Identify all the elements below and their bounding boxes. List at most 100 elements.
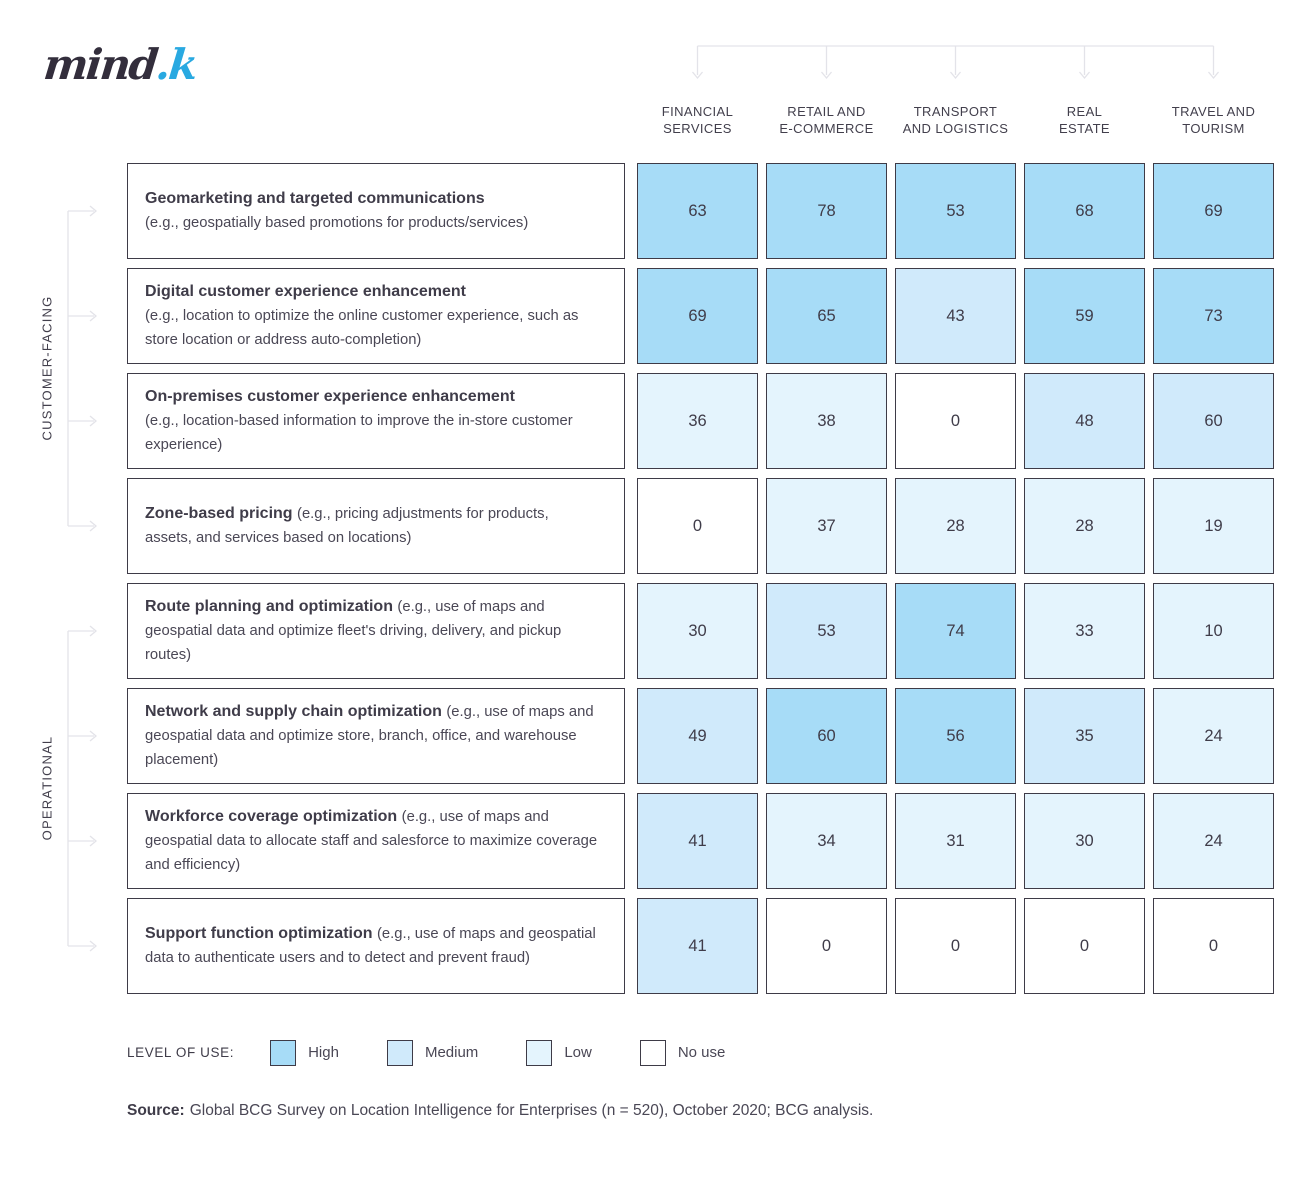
row-title: On-premises customer experience enhancem… [145,388,515,405]
row-label: Route planning and optimization (e.g., u… [127,583,625,679]
heatmap-cell: 37 [766,478,887,574]
column-header: RETAIL AND E-COMMERCE [779,104,874,136]
legend-swatch [639,1039,666,1066]
row-title: Digital customer experience enhancement [145,283,466,300]
table-row: Support function optimization (e.g., use… [127,898,1274,994]
heatmap-cell: 43 [895,268,1016,364]
logo-mind: mind [41,40,159,89]
heatmap-cell: 56 [895,688,1016,784]
mindk-logo: mind.k [41,40,198,89]
legend-item-label: High [308,1044,339,1061]
heatmap-cell: 10 [1153,583,1274,679]
row-label: Support function optimization (e.g., use… [127,898,625,994]
source-text: Global BCG Survey on Location Intelligen… [189,1102,874,1119]
table-row: Network and supply chain optimization (e… [127,688,1274,784]
heatmap-cell: 30 [1024,793,1145,889]
column-headers: FINANCIAL SERVICES RETAIL AND E-COMMERCE TRA… [637,103,1274,137]
row-label: Network and supply chain optimization (e… [127,688,625,784]
row-title: Support function optimization [145,925,377,942]
row-label: On-premises customer experience enhancem… [127,373,625,469]
source-prefix: Source: [127,1102,185,1119]
heatmap-cell: 0 [895,898,1016,994]
row-description: (e.g., pricing adjustments for products,… [145,506,549,546]
legend-title: LEVEL OF USE: [127,1045,235,1060]
row-description: (e.g., use of maps and geospatial data a… [145,599,562,663]
heatmap-cell: 73 [1153,268,1274,364]
heatmap-cell: 31 [895,793,1016,889]
table-row: On-premises customer experience enhancem… [127,373,1274,469]
heatmap-cell: 33 [1024,583,1145,679]
heatmap-cell: 65 [766,268,887,364]
table-row: Workforce coverage optimization (e.g., u… [127,793,1274,889]
table-row: Digital customer experience enhancement (… [127,268,1274,364]
heatmap-cell: 0 [637,478,758,574]
heatmap-cell: 0 [1153,898,1274,994]
row-title: Network and supply chain optimization [145,703,447,720]
legend-item: Low [526,1039,592,1066]
heatmap-cell: 59 [1024,268,1145,364]
logo-k: .k [153,40,199,89]
heatmap-cell: 34 [766,793,887,889]
legend-item: Medium [386,1039,479,1066]
heatmap-cell: 24 [1153,793,1274,889]
heatmap-cell: 36 [637,373,758,469]
legend: LEVEL OF USE: High Medium Low No use [127,1039,773,1066]
row-description: (e.g., use of maps and geospatial data t… [145,809,598,873]
row-title: Route planning and optimization [145,598,398,615]
heatmap-cell: 48 [1024,373,1145,469]
column-header: FINANCIAL SERVICES [661,104,734,136]
heatmap-cell: 60 [766,688,887,784]
heatmap-cell: 74 [895,583,1016,679]
heatmap-cell: 28 [895,478,1016,574]
row-label: Workforce coverage optimization (e.g., u… [127,793,625,889]
heatmap-cell: 30 [637,583,758,679]
heatmap-cell: 49 [637,688,758,784]
heatmap-cell: 28 [1024,478,1145,574]
heatmap-cell: 19 [1153,478,1274,574]
heatmap-cell: 0 [895,373,1016,469]
row-description: (e.g., use of maps and geospatial data t… [145,926,596,966]
row-description: (e.g., use of maps and geospatial data a… [145,704,594,768]
table-row: Route planning and optimization (e.g., u… [127,583,1274,679]
table-row: Geomarketing and targeted communications… [127,163,1274,259]
legend-item: No use [639,1039,726,1066]
legend-swatch [386,1039,413,1066]
legend-item-label: No use [677,1044,726,1061]
heatmap-cell: 60 [1153,373,1274,469]
source-note: Source: Global BCG Survey on Location Int… [127,1102,873,1120]
heatmap-cell: 0 [1024,898,1145,994]
table-row: Zone-based pricing (e.g., pricing adjust… [127,478,1274,574]
legend-swatch [270,1039,297,1066]
heatmap-cell: 38 [766,373,887,469]
row-title: Workforce coverage optimization [145,808,402,825]
row-group-label-customer-facing: CUSTOMER-FACING [39,295,55,441]
row-label: Geomarketing and targeted communications… [127,163,625,259]
row-description: (e.g., location to optimize the online c… [145,308,579,348]
row-label: Zone-based pricing (e.g., pricing adjust… [127,478,625,574]
row-group-label-operational: OPERATIONAL [39,735,55,841]
heatmap-cell: 35 [1024,688,1145,784]
heatmap-cell: 24 [1153,688,1274,784]
heatmap-cell: 0 [766,898,887,994]
legend-swatch [526,1039,553,1066]
row-title: Zone-based pricing [145,505,298,522]
column-header: TRAVEL AND TOURISM [1171,104,1256,136]
heatmap-cell: 63 [637,163,758,259]
heatmap-cell: 41 [637,898,758,994]
heatmap-cell: 41 [637,793,758,889]
legend-item: High [270,1039,339,1066]
legend-item-label: Low [564,1044,592,1061]
heatmap-cell: 78 [766,163,887,259]
row-description: (e.g., location-based information to imp… [145,413,573,453]
heatmap-cell: 68 [1024,163,1145,259]
heatmap-cell: 69 [1153,163,1274,259]
column-header: TRANSPORT AND LOGISTICS [902,104,1009,136]
heatmap-cell: 53 [895,163,1016,259]
column-header: REAL ESTATE [1058,104,1111,136]
heatmap-matrix: Geomarketing and targeted communications… [127,163,1274,1003]
row-title: Geomarketing and targeted communications [145,190,485,207]
legend-item-label: Medium [424,1044,479,1061]
heatmap-cell: 53 [766,583,887,679]
row-label: Digital customer experience enhancement (… [127,268,625,364]
row-description: (e.g., geospatially based promotions for… [145,215,529,231]
